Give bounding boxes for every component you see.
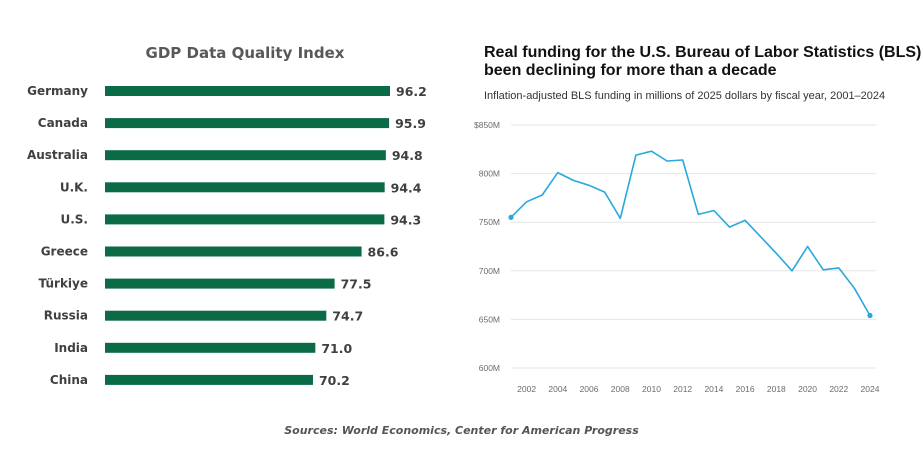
category-label: Germany	[27, 84, 88, 98]
bar	[105, 214, 385, 225]
bar	[105, 86, 390, 96]
category-label: Greece	[41, 245, 88, 259]
category-label: U.K.	[60, 180, 88, 194]
value-label: 70.2	[319, 373, 350, 388]
category-label: India	[54, 341, 88, 355]
bar	[105, 150, 386, 161]
bar	[105, 374, 313, 385]
value-label: 71.0	[321, 341, 352, 356]
category-label: China	[50, 373, 88, 387]
value-label: 94.4	[391, 180, 422, 195]
gdp-bars: Germany 96.2 Canada 95.9 Australia 94.8 U.K. 94…	[27, 84, 427, 388]
value-label: 86.6	[368, 245, 399, 260]
category-label: Canada	[38, 116, 88, 130]
bar	[105, 246, 362, 257]
bar	[105, 182, 385, 193]
bar	[105, 278, 335, 289]
bar	[105, 118, 390, 129]
gdp-chart-title: GDP Data Quality Index	[146, 44, 345, 62]
bar	[105, 310, 327, 321]
category-label: Australia	[27, 148, 88, 162]
category-label: Türkiye	[38, 277, 88, 291]
value-label: 74.7	[332, 309, 363, 324]
value-label: 96.2	[396, 84, 427, 99]
category-label: U.S.	[60, 212, 88, 226]
value-label: 94.8	[392, 148, 423, 163]
source-note: Sources: World Economics, Center for Ame…	[284, 424, 639, 437]
value-label: 95.9	[395, 116, 426, 131]
value-label: 77.5	[341, 277, 372, 292]
value-label: 94.3	[390, 212, 421, 227]
bar	[105, 342, 316, 353]
category-label: Russia	[44, 309, 88, 323]
